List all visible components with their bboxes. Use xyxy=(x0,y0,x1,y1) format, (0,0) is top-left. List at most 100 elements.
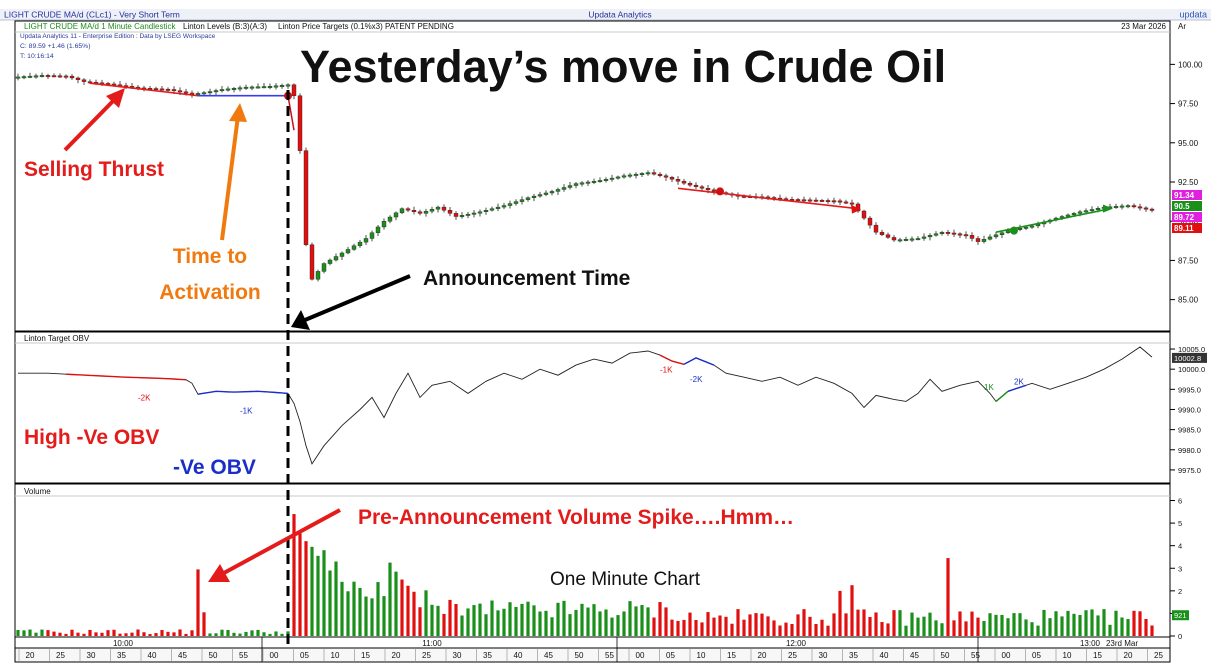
volume-bar xyxy=(484,614,488,636)
volume-bar xyxy=(766,616,770,636)
close-readout: C: 89.59 +1.46 (1.65%) xyxy=(20,43,90,50)
candle-body xyxy=(1113,206,1119,208)
price-tag-label: 89.11 xyxy=(1174,224,1194,233)
selling-thrust-label: Selling Thrust xyxy=(24,158,164,181)
high-neg-obv-label: High -Ve OBV xyxy=(24,426,159,449)
candle-body xyxy=(237,87,243,90)
volume-bar xyxy=(982,620,986,636)
announcement-time-arrow xyxy=(291,274,411,330)
minute-label: 10 xyxy=(1063,651,1072,660)
candle-body xyxy=(831,200,837,203)
candle-body xyxy=(609,177,615,180)
candle-body xyxy=(801,199,807,202)
candle-body xyxy=(69,75,75,79)
volume-bar xyxy=(472,605,476,636)
series-label: LIGHT CRUDE MA/d 1 Minute Candlestick xyxy=(24,22,176,31)
volume-bar xyxy=(844,613,848,636)
volume-bar xyxy=(952,620,956,636)
candle-body xyxy=(357,241,363,246)
linton-levels-label: Linton Levels (B:3)(A:3) xyxy=(183,22,267,31)
candle-body xyxy=(549,191,555,194)
candle-body xyxy=(627,174,633,177)
candle-body xyxy=(963,234,969,237)
volume-bar xyxy=(580,603,584,636)
candle-body xyxy=(399,208,405,214)
volume-bar xyxy=(418,607,422,636)
hour-label: 11:00 xyxy=(422,639,442,648)
candle-body xyxy=(243,86,249,89)
volume-bar xyxy=(754,613,758,636)
volume-tick-label: 3 xyxy=(1178,564,1182,573)
volume-bar xyxy=(1066,610,1070,636)
volume-bar xyxy=(712,617,716,636)
volume-bar xyxy=(496,610,500,636)
price-tag xyxy=(1172,223,1202,233)
volume-bar xyxy=(934,620,938,636)
candle-body xyxy=(207,91,213,94)
volume-bar xyxy=(1114,610,1118,636)
candle-body xyxy=(663,175,669,178)
candle-body xyxy=(441,206,447,211)
volume-bar xyxy=(796,614,800,636)
minute-label: 55 xyxy=(971,651,980,660)
volume-last-value: 921 xyxy=(1174,611,1187,620)
time-to-activation-arrow xyxy=(220,103,247,241)
volume-bar xyxy=(214,633,218,636)
volume-bar xyxy=(922,616,926,636)
candle-body xyxy=(891,237,897,241)
candle-body xyxy=(279,85,285,87)
candle-body xyxy=(681,181,687,184)
candle-body xyxy=(495,206,501,209)
candle-body xyxy=(1017,228,1023,230)
price-tick-label: 100.00 xyxy=(1178,60,1203,69)
volume-bar xyxy=(1048,618,1052,636)
candle-body xyxy=(615,176,621,179)
minute-label: 55 xyxy=(605,651,614,660)
minute-label: 35 xyxy=(483,651,492,660)
minute-label: 40 xyxy=(880,651,889,660)
candle-body xyxy=(597,180,603,183)
volume-bar xyxy=(658,602,662,636)
volume-bar xyxy=(112,629,116,636)
headline: Yesterday’s move in Crude Oil xyxy=(300,41,946,92)
minute-label: 20 xyxy=(26,651,35,660)
candle-body xyxy=(45,75,51,77)
candle-body xyxy=(675,179,681,182)
obv-segment-label: -1K xyxy=(240,407,253,416)
candle-body xyxy=(453,213,459,217)
volume-bar xyxy=(46,630,50,636)
volume-bar xyxy=(28,629,32,636)
neg-obv-label: -Ve OBV xyxy=(173,456,256,479)
candle-body xyxy=(903,239,909,241)
candle-body xyxy=(687,182,693,186)
price-tick-label: 95.00 xyxy=(1178,139,1199,148)
volume-bar xyxy=(652,617,656,636)
volume-bar xyxy=(988,613,992,636)
volume-bar xyxy=(760,613,764,636)
price-tag xyxy=(1172,212,1202,222)
candle-body xyxy=(81,79,87,82)
candle-body xyxy=(429,208,435,212)
volume-bar xyxy=(208,633,212,636)
volume-tick-label: 4 xyxy=(1178,542,1182,551)
candle-body xyxy=(501,205,507,208)
minute-label: 25 xyxy=(1154,651,1163,660)
obv-segment xyxy=(683,357,715,366)
candle-body xyxy=(381,221,387,228)
volume-bar xyxy=(706,612,710,636)
candle-body xyxy=(657,173,663,176)
candle-body xyxy=(171,89,177,92)
candle-body xyxy=(537,194,543,197)
volume-bar xyxy=(1144,619,1148,636)
volume-bar xyxy=(850,585,854,636)
candle-body xyxy=(885,234,891,238)
volume-bar xyxy=(340,581,344,636)
candle-body xyxy=(933,233,939,236)
candle-body xyxy=(1149,208,1155,211)
volume-bar xyxy=(718,615,722,636)
volume-bar xyxy=(400,579,404,636)
volume-bar xyxy=(646,607,650,636)
candle-body xyxy=(705,188,711,191)
volume-bar xyxy=(958,611,962,636)
candle-body xyxy=(669,177,675,180)
